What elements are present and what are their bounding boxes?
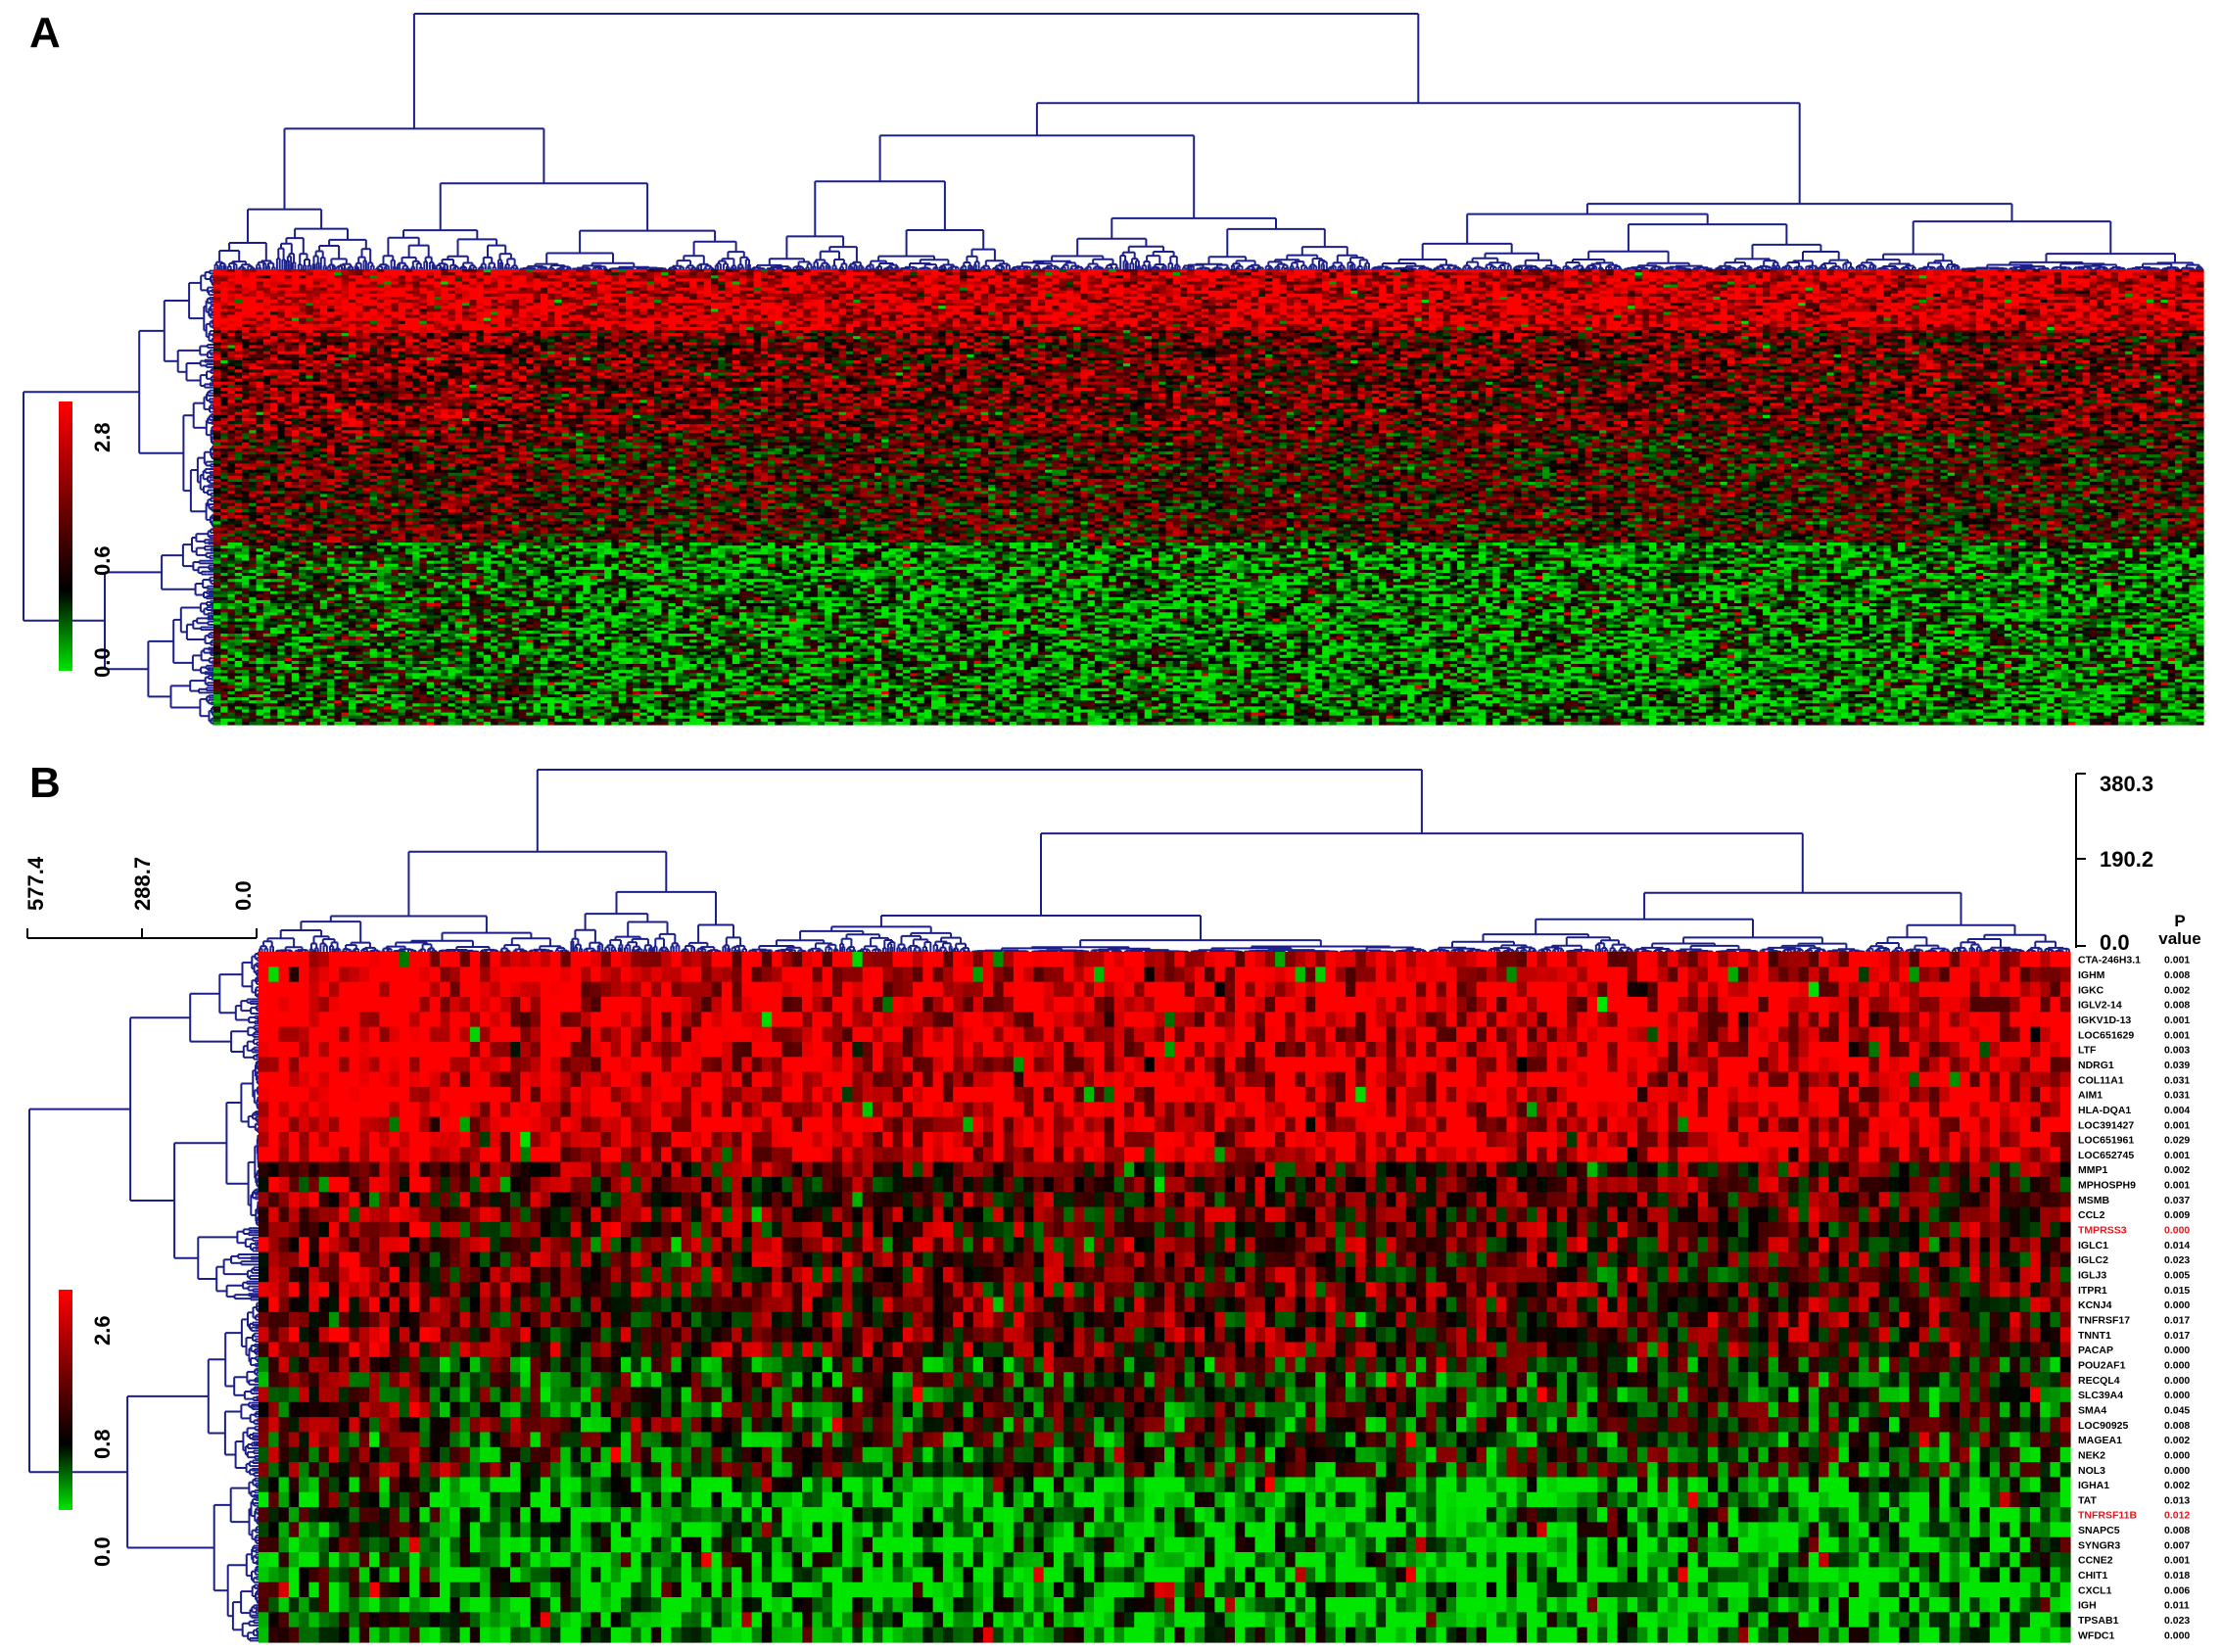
panel-a-column-dendrogram xyxy=(215,14,2202,269)
panel-a: 0.0 0.6 2.8 xyxy=(24,14,2204,726)
panel-a-row-dendrogram xyxy=(24,271,213,725)
panel-a-heatmap xyxy=(213,269,2204,726)
